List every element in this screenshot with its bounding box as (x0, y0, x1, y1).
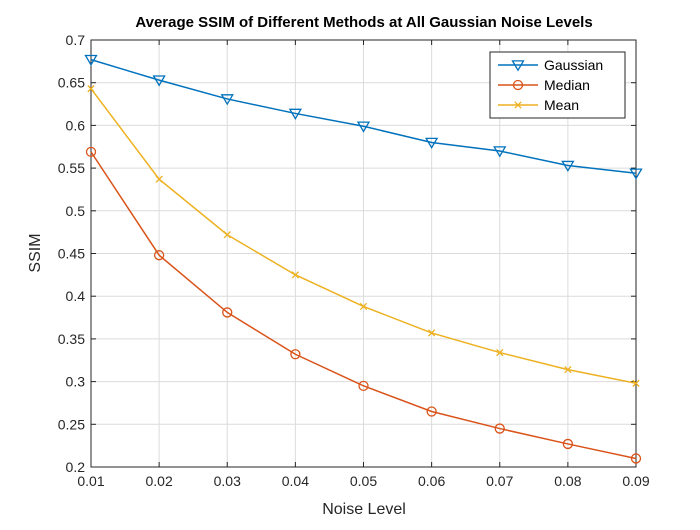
triangle-marker (220, 94, 234, 106)
x-marker (155, 175, 163, 183)
legend: Gaussian Median Mean (489, 51, 626, 119)
triangle-marker (561, 160, 575, 173)
y-tick-label: 0.3 (66, 374, 86, 390)
triangle-marker (288, 108, 303, 120)
series-line (90, 151, 637, 460)
axis-ticks: 0.01 0.02 0.03 0.04 0.05 0.06 0.07 0.08 0.09 0.2 0… (58, 32, 650, 489)
y-tick-label: 0.2 (66, 459, 86, 475)
chart-title: Average SSIM of Different Methods at All… (135, 14, 592, 31)
x-marker (496, 348, 504, 357)
x-marker (564, 365, 572, 374)
x-tick-label: 0.04 (282, 473, 309, 489)
circle-marker (512, 79, 524, 91)
x-marker (291, 271, 300, 279)
x-tick-label: 0.01 (77, 473, 104, 489)
legend-label: Median (544, 77, 590, 93)
legend-entry: Median (498, 77, 590, 93)
triangle-marker (356, 121, 371, 133)
x-marker (427, 329, 436, 337)
series-line (90, 58, 637, 174)
x-marker (87, 85, 95, 93)
legend-entry: Mean (498, 97, 579, 113)
y-tick-label: 0.5 (66, 203, 86, 219)
circle-marker (153, 250, 165, 261)
x-marker (632, 379, 640, 387)
circle-marker (358, 380, 369, 392)
triangle-marker (84, 54, 98, 67)
circle-marker (290, 349, 301, 360)
x-tick-label: 0.09 (622, 473, 649, 489)
circle-marker (630, 453, 642, 464)
triangle-marker (511, 60, 525, 72)
x-marker (514, 101, 522, 109)
series-gaussian (84, 54, 643, 180)
y-axis-label: SSIM (27, 233, 44, 272)
y-tick-label: 0.6 (66, 117, 86, 133)
triangle-marker (424, 137, 439, 149)
y-tick-label: 0.45 (58, 246, 85, 262)
triangle-marker (152, 75, 166, 87)
series-mean (87, 85, 640, 387)
x-marker (359, 302, 368, 311)
series-group (84, 54, 643, 464)
legend-label: Gaussian (544, 57, 603, 73)
circle-marker (494, 423, 505, 434)
circle-marker (85, 146, 97, 158)
x-marker (223, 231, 231, 239)
x-tick-label: 0.07 (486, 473, 513, 489)
legend-entry: Gaussian (498, 57, 603, 73)
y-tick-label: 0.4 (66, 288, 86, 304)
circle-marker (222, 307, 233, 318)
y-tick-label: 0.35 (58, 331, 85, 347)
y-tick-label: 0.65 (58, 75, 85, 91)
x-tick-label: 0.02 (146, 473, 173, 489)
triangle-marker (493, 146, 507, 158)
x-tick-label: 0.08 (554, 473, 581, 489)
circle-marker (426, 406, 437, 417)
y-tick-label: 0.25 (58, 416, 85, 432)
triangle-marker (629, 168, 643, 180)
circle-marker (562, 438, 574, 450)
legend-label: Mean (544, 97, 579, 113)
x-tick-label: 0.05 (350, 473, 377, 489)
x-axis-label: Noise Level (322, 501, 406, 518)
series-median (85, 146, 642, 464)
y-tick-label: 0.55 (58, 160, 85, 176)
x-tick-label: 0.06 (418, 473, 445, 489)
x-tick-label: 0.03 (214, 473, 241, 489)
y-tick-label: 0.7 (66, 32, 86, 48)
